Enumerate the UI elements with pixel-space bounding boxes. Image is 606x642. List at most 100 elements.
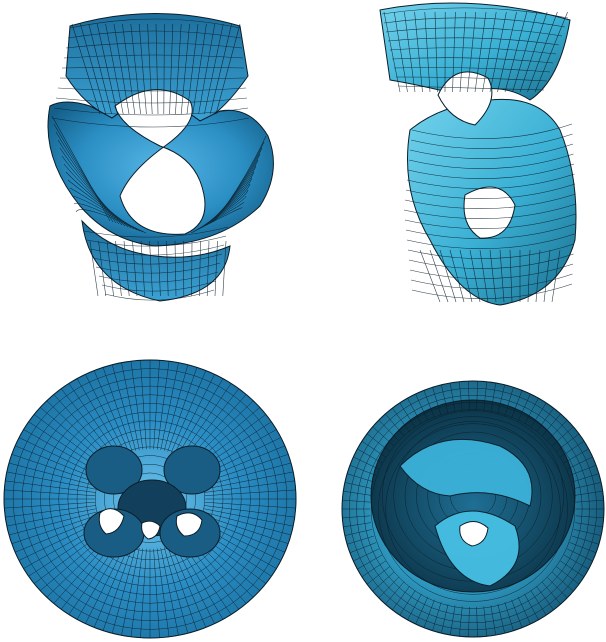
mesh-spoke xyxy=(203,511,292,536)
mesh-spoke xyxy=(115,240,122,297)
mesh-curve xyxy=(57,139,120,225)
surface-panel-bottom-right xyxy=(341,380,605,638)
mesh-ring xyxy=(385,423,561,595)
mesh-spoke xyxy=(530,590,547,616)
mesh-spoke xyxy=(511,599,523,628)
mesh-spoke xyxy=(524,398,539,425)
disc-holes xyxy=(98,508,203,540)
mesh-lines xyxy=(3,359,297,639)
mesh-curve xyxy=(59,77,246,80)
mesh-spoke xyxy=(449,249,465,303)
mesh-spoke xyxy=(167,546,198,631)
mesh-lines xyxy=(381,7,577,303)
mesh-spoke xyxy=(511,390,523,419)
mesh-spoke xyxy=(392,407,410,432)
mesh-spoke xyxy=(489,11,507,93)
mesh-curve xyxy=(55,131,117,224)
mesh-spoke xyxy=(483,606,487,637)
mesh-spoke xyxy=(71,23,101,115)
mesh-spoke xyxy=(204,505,295,518)
mesh-spoke xyxy=(467,11,477,93)
mesh-spoke xyxy=(536,407,554,432)
mesh-spoke xyxy=(353,548,380,562)
mesh-curve xyxy=(53,123,114,223)
surface-panel-top-right xyxy=(379,2,577,306)
mesh-spoke xyxy=(497,384,505,414)
mesh-curve xyxy=(381,7,569,19)
mesh-spoke xyxy=(468,606,470,637)
bottom-funnel xyxy=(81,219,231,302)
mesh-spoke xyxy=(167,367,198,452)
mesh-spoke xyxy=(366,433,390,452)
mesh-spoke xyxy=(490,382,496,413)
mesh-spoke xyxy=(203,471,294,490)
mesh-spoke xyxy=(361,440,386,458)
mesh-spoke xyxy=(353,456,380,470)
mesh-curve xyxy=(403,203,577,219)
mesh-spoke xyxy=(174,543,215,624)
mesh-spoke xyxy=(96,23,118,115)
mesh-spoke xyxy=(347,473,375,483)
mesh-spoke xyxy=(202,514,289,544)
mesh-spoke xyxy=(573,529,602,536)
mesh-spoke xyxy=(575,515,604,519)
mesh-spoke xyxy=(407,593,422,620)
mesh-spoke xyxy=(106,240,114,297)
mesh-spoke xyxy=(399,402,416,428)
mesh-spoke xyxy=(344,529,373,536)
mesh-curve xyxy=(410,273,573,289)
mesh-spoke xyxy=(569,542,597,554)
mesh-spoke xyxy=(423,599,435,628)
mesh-spoke xyxy=(571,473,599,483)
mesh-spoke xyxy=(415,596,429,625)
mesh-spoke xyxy=(6,508,97,527)
mesh-spoke xyxy=(385,581,405,605)
mesh-spoke xyxy=(497,604,505,634)
mesh-spoke xyxy=(573,482,602,489)
mesh-spoke xyxy=(546,419,568,442)
mesh-spoke xyxy=(175,23,182,115)
mesh-curve xyxy=(104,289,215,301)
mesh-spoke xyxy=(121,547,140,636)
upper-hole xyxy=(437,71,493,126)
mesh-curve xyxy=(397,85,545,91)
mesh-spoke xyxy=(524,593,539,620)
mesh-spoke xyxy=(93,370,130,453)
mesh-curve xyxy=(408,153,574,169)
mesh-spoke xyxy=(89,240,99,297)
mesh-spoke xyxy=(372,571,395,592)
mesh-spoke xyxy=(198,23,216,115)
mesh-spoke xyxy=(180,383,232,458)
mesh-spoke xyxy=(499,249,505,303)
mesh-spoke xyxy=(204,23,224,115)
mesh-spoke xyxy=(186,23,199,115)
mesh-spoke xyxy=(566,548,593,562)
mesh-spoke xyxy=(160,547,179,636)
mesh-spoke xyxy=(372,426,395,447)
mesh-spoke xyxy=(556,433,580,452)
mesh-spoke xyxy=(439,249,457,303)
mesh-spoke xyxy=(474,11,487,93)
mesh-spoke xyxy=(414,11,423,93)
mesh-curve xyxy=(404,193,576,209)
mesh-spoke xyxy=(147,23,153,115)
mesh-spoke xyxy=(170,370,207,453)
mesh-spoke xyxy=(551,426,574,447)
mesh-curve xyxy=(63,54,244,59)
mesh-spoke xyxy=(157,240,161,297)
mesh-spoke xyxy=(536,586,554,611)
mesh-curve xyxy=(404,213,576,229)
mesh-spoke xyxy=(479,249,489,303)
mesh-spoke xyxy=(378,419,400,442)
mesh-spoke xyxy=(214,240,218,297)
mesh-spoke xyxy=(517,596,531,625)
mesh-spoke xyxy=(111,547,137,634)
mesh-spoke xyxy=(132,240,138,297)
mesh-spoke xyxy=(419,249,441,303)
mesh-curve xyxy=(385,27,563,37)
mesh-spoke xyxy=(530,402,547,428)
mesh-spoke xyxy=(170,545,207,628)
mesh-spoke xyxy=(6,471,97,490)
mesh-spoke xyxy=(343,522,372,528)
mesh-spoke xyxy=(155,23,159,115)
